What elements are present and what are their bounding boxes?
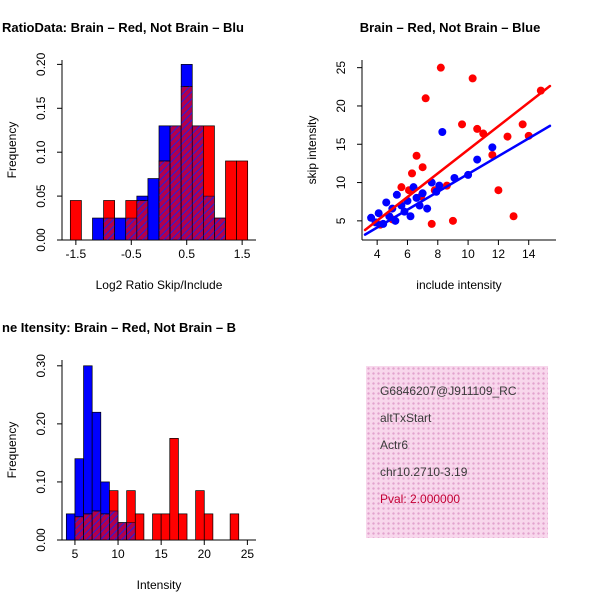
gene-id-text: G6846207@J911109_RC (380, 384, 517, 398)
svg-text:Intensity: Intensity (137, 578, 182, 592)
svg-text:15: 15 (334, 137, 348, 151)
svg-text:10: 10 (111, 547, 125, 561)
svg-text:0.05: 0.05 (34, 184, 48, 208)
svg-text:14: 14 (522, 247, 536, 261)
svg-text:0.10: 0.10 (34, 140, 48, 164)
svg-text:12: 12 (492, 247, 506, 261)
svg-text:0.20: 0.20 (34, 52, 48, 76)
svg-text:Log2 Ratio Skip/Include: Log2 Ratio Skip/Include (96, 278, 223, 292)
svg-text:5: 5 (72, 547, 79, 561)
ratio-histogram-title: RatioData: Brain – Red, Not Brain – Blu (2, 20, 244, 35)
svg-text:include intensity: include intensity (416, 278, 501, 292)
svg-text:0.00: 0.00 (34, 228, 48, 252)
svg-text:0.15: 0.15 (34, 96, 48, 120)
svg-text:20: 20 (198, 547, 212, 561)
svg-text:1.5: 1.5 (234, 247, 251, 261)
svg-text:Frequency: Frequency (5, 122, 19, 179)
svg-text:-1.5: -1.5 (66, 247, 87, 261)
svg-text:15: 15 (154, 547, 168, 561)
ratio-histogram-chart: -1.5 -0.5 0.5 1.5 0.00 0.05 0.10 0.15 0.20 Freque… (5, 52, 256, 292)
svg-text:Frequency: Frequency (5, 422, 19, 479)
panel-ratio-histogram: RatioData: Brain – Red, Not Brain – Blu … (0, 0, 300, 300)
svg-text:25: 25 (241, 547, 255, 561)
scatter-title: Brain – Red, Not Brain – Blue (359, 20, 541, 35)
gene-name-text: Actr6 (380, 438, 409, 452)
svg-text:0.00: 0.00 (34, 528, 48, 552)
intensity-scatter-chart: 4 6 8 10 12 14 5 10 15 20 25 skip intensity include … (305, 60, 556, 292)
svg-text:6: 6 (404, 247, 411, 261)
svg-text:4: 4 (374, 247, 381, 261)
gene-intensity-histogram-chart: 5 10 15 20 25 0.00 0.10 0.20 0.30 Frequency Intens… (5, 354, 256, 592)
info-box: G6846207@J911109_RC altTxStart Actr6 chr… (366, 366, 548, 538)
pval-text: Pval: 2.000000 (380, 492, 461, 506)
svg-text:5: 5 (334, 217, 348, 224)
svg-text:0.30: 0.30 (34, 354, 48, 378)
svg-text:10: 10 (461, 247, 475, 261)
panel-intensity-scatter: Brain – Red, Not Brain – Blue 4 6 8 10 12 14 5… (300, 0, 600, 300)
locus-text: chr10.2710-3.19 (380, 465, 468, 479)
gene-intensity-title: ne Itensity: Brain – Red, Not Brain – B (2, 320, 237, 335)
svg-text:-0.5: -0.5 (121, 247, 142, 261)
panel-gene-intensity-histogram: ne Itensity: Brain – Red, Not Brain – B … (0, 300, 300, 600)
svg-text:0.10: 0.10 (34, 470, 48, 494)
svg-text:skip intensity: skip intensity (305, 116, 319, 185)
svg-text:20: 20 (334, 99, 348, 113)
svg-text:0.5: 0.5 (178, 247, 195, 261)
svg-text:25: 25 (334, 61, 348, 75)
svg-text:0.20: 0.20 (34, 412, 48, 436)
event-type-text: altTxStart (380, 411, 432, 425)
svg-text:8: 8 (434, 247, 441, 261)
svg-text:10: 10 (334, 176, 348, 190)
panel-gene-info: G6846207@J911109_RC altTxStart Actr6 chr… (300, 300, 600, 600)
